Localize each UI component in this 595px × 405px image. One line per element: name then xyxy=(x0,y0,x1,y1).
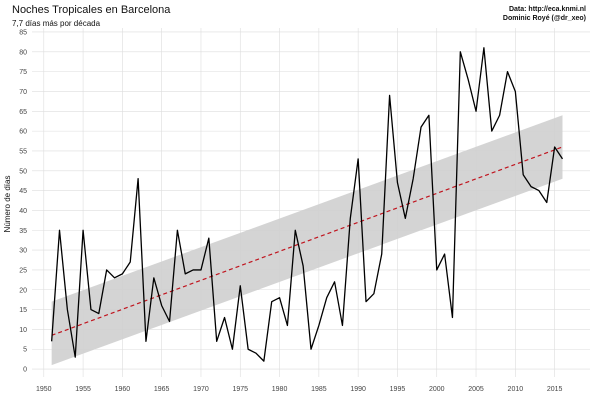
confidence-band xyxy=(51,115,563,366)
x-tick-label: 2010 xyxy=(508,386,524,393)
caption-source: Data: http://eca.knmi.nl xyxy=(509,6,586,13)
y-axis-ticks: 0 5 10 15 20 25 30 35 40 45 50 55 60 65 70 75 80 85 xyxy=(19,29,27,373)
y-tick-label: 35 xyxy=(19,228,27,235)
x-tick-label: 1975 xyxy=(232,386,248,393)
y-tick-label: 55 xyxy=(19,148,27,155)
series-line xyxy=(51,47,564,362)
y-axis-label: Número de días xyxy=(3,176,12,233)
y-tick-label: 60 xyxy=(19,129,27,136)
x-tick-label: 2015 xyxy=(547,386,563,393)
data-series xyxy=(51,47,564,362)
x-axis-ticks: 1950 1955 1960 1965 1970 1975 1980 1985 1990 1995… xyxy=(36,386,563,393)
y-tick-label: 40 xyxy=(19,208,27,215)
y-tick-label: 5 xyxy=(23,347,27,354)
y-tick-label: 85 xyxy=(19,29,27,36)
y-tick-label: 20 xyxy=(19,287,27,294)
y-tick-label: 25 xyxy=(19,267,27,274)
x-tick-label: 1955 xyxy=(75,386,91,393)
x-tick-label: 1960 xyxy=(115,386,131,393)
y-tick-label: 30 xyxy=(19,248,27,255)
y-tick-label: 10 xyxy=(19,327,27,334)
x-tick-label: 1995 xyxy=(390,386,406,393)
chart-title: Noches Tropicales en Barcelona xyxy=(12,4,171,16)
x-tick-label: 1965 xyxy=(154,386,170,393)
x-tick-label: 1970 xyxy=(193,386,209,393)
x-tick-label: 1980 xyxy=(272,386,288,393)
x-tick-label: 2000 xyxy=(429,386,445,393)
y-tick-label: 80 xyxy=(19,49,27,56)
caption-author: Dominic Royé (@dr_xeo) xyxy=(503,15,586,22)
y-tick-label: 50 xyxy=(19,168,27,175)
y-tick-label: 0 xyxy=(23,367,27,374)
y-tick-label: 15 xyxy=(19,307,27,314)
y-tick-label: 70 xyxy=(19,89,27,96)
x-tick-label: 1985 xyxy=(311,386,327,393)
confidence-band-area xyxy=(51,115,563,366)
x-tick-label: 1950 xyxy=(36,386,52,393)
chart-subtitle: 7,7 días más por década xyxy=(12,19,101,28)
y-tick-label: 65 xyxy=(19,109,27,116)
x-tick-label: 2005 xyxy=(468,386,484,393)
x-tick-label: 1990 xyxy=(350,386,366,393)
y-tick-label: 75 xyxy=(19,69,27,76)
y-tick-label: 45 xyxy=(19,188,27,195)
